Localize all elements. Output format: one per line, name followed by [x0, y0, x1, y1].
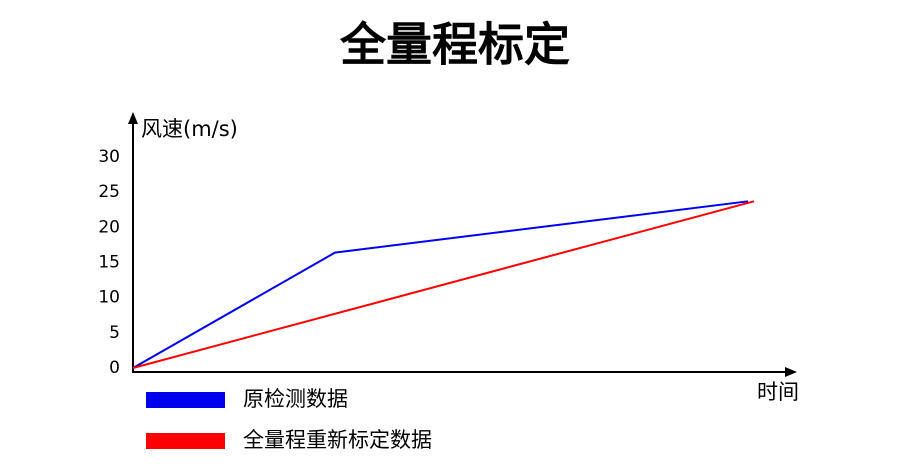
data-line — [132, 200, 755, 369]
x-axis-label: 时间 — [757, 380, 799, 404]
legend-label: 全量程重新标定数据 — [243, 428, 432, 452]
legend-swatch — [146, 433, 225, 449]
y-tick-label: 15 — [98, 253, 120, 273]
y-tick-label: 10 — [98, 288, 120, 308]
legend-swatch — [146, 392, 225, 408]
y-tick-label: 30 — [98, 147, 120, 167]
y-tick-label: 25 — [98, 182, 120, 202]
x-axis-arrow — [785, 367, 797, 377]
y-tick-label: 5 — [109, 323, 120, 343]
legend-label: 原检测数据 — [243, 387, 348, 411]
chart-title: 全量程标定 — [339, 18, 570, 72]
y-tick-label: 20 — [98, 217, 120, 237]
y-axis-label: 风速(m/s) — [141, 117, 238, 141]
y-axis-arrow — [128, 112, 138, 124]
y-tick-label: 0 — [109, 358, 120, 378]
data-line — [132, 200, 749, 369]
